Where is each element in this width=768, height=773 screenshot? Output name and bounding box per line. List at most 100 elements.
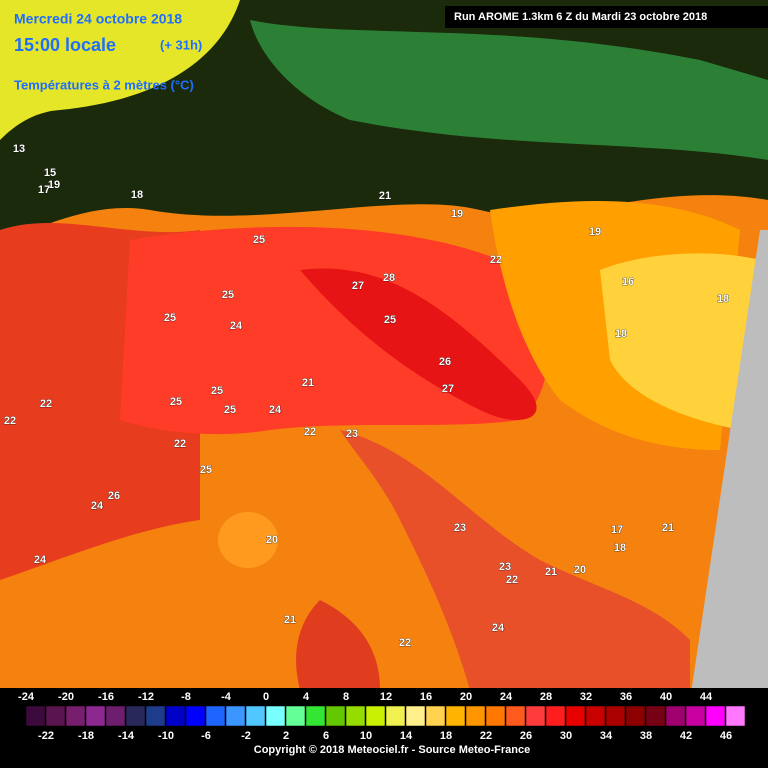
temperature-label: 22 [174,438,186,450]
warm-patch [218,512,278,568]
north-west-yellow [0,0,240,140]
temperature-label: 22 [490,254,502,266]
temperature-label: 23 [499,561,511,573]
temperature-label: 25 [211,385,223,397]
legend-swatch [445,705,466,727]
temperature-label: 24 [34,554,47,566]
legend-bottom-label: 46 [720,730,732,742]
legend-swatch [505,705,526,727]
legend-swatch [565,705,586,727]
legend-bottom-label: 18 [440,730,452,742]
legend-swatch [265,705,286,727]
legend-bottom-label: 14 [400,730,413,742]
legend-swatch [345,705,366,727]
legend-swatch [425,705,446,727]
corsica [296,600,380,690]
legend-bottom-label: 2 [283,730,289,742]
legend-swatch [725,705,746,727]
temperature-label: 22 [304,426,316,438]
temperature-label: 19 [451,208,463,220]
temperature-label: 25 [224,404,236,416]
legend-bottom-label: 34 [600,730,613,742]
run-box [445,6,768,28]
alps-green [250,20,768,160]
adriatic-yellow [600,253,760,430]
legend-swatch [365,705,386,727]
temperature-label: 16 [622,276,634,288]
legend-top-label: 32 [580,691,592,703]
legend-swatch [165,705,186,727]
temperature-label: 24 [230,320,243,332]
legend-bottom-label: -2 [241,730,251,742]
legend-top-label: -4 [221,691,232,703]
temperature-label: 25 [253,234,265,246]
legend-bottom-label: 42 [680,730,692,742]
field: Températures à 2 mètres (°C) [14,77,194,92]
legend-swatch [465,705,486,727]
run-info: Run AROME 1.3km 6 Z du Mardi 23 octobre … [454,11,707,23]
temperature-label: 15 [44,167,56,179]
legend-swatch [685,705,706,727]
legend-top-label: -12 [138,691,154,703]
temperature-label: 28 [383,272,395,284]
temperature-label: 21 [302,377,314,389]
temperature-label: 21 [662,522,674,534]
legend-bottom-label: -6 [201,730,211,742]
legend-swatch [85,705,106,727]
temperature-label: 21 [379,190,391,202]
date: Mercredi 24 octobre 2018 [14,11,182,27]
legend-swatch [545,705,566,727]
temperature-label: 20 [574,564,586,576]
legend-swatch [65,705,86,727]
legend-top-label: -20 [58,691,74,703]
legend-top-label: 16 [420,691,432,703]
legend-top-label: 0 [263,691,269,703]
legend-swatch [625,705,646,727]
legend-bottom-label: -22 [38,730,54,742]
legend-top-label: 36 [620,691,632,703]
legend-swatch [245,705,266,727]
legend-bottom-label: -18 [78,730,94,742]
legend-bottom-label: 22 [480,730,492,742]
temperature-label: 17 [38,184,50,196]
temperature-label: 22 [399,637,411,649]
temperature-label: 25 [200,464,212,476]
legend-top-label: 20 [460,691,472,703]
copyright: Copyright © 2018 Meteociel.fr - Source M… [254,744,530,756]
temperature-label: 17 [611,524,623,536]
legend-swatch [25,705,46,727]
temperature-label: 18 [614,542,626,554]
temperature-label: 26 [108,490,120,502]
land-mask [690,230,768,700]
legend-bottom-label: 10 [360,730,372,742]
legend-swatch [645,705,666,727]
legend-top-label: 44 [700,691,713,703]
temperature-label: 19 [48,179,60,191]
offset: (+ 31h) [160,37,202,52]
legend-bottom-label: 38 [640,730,652,742]
temperature-label: 25 [384,314,396,326]
temperature-label: 22 [4,415,16,427]
temperature-label: 19 [589,226,601,238]
legend-top-label: -24 [18,691,35,703]
legend-top-label: 12 [380,691,392,703]
legend-top-label: 8 [343,691,349,703]
temperature-label: 21 [284,614,296,626]
temperature-label: 21 [545,566,557,578]
legend-top-label: 4 [303,691,310,703]
temperature-label: 13 [13,143,25,155]
temperature-label: 27 [352,280,364,292]
legend-bottom-label: -10 [158,730,174,742]
legend-swatch [205,705,226,727]
legend-background [0,688,768,768]
legend-swatch [485,705,506,727]
temperature-label: 27 [442,383,454,395]
temperature-label: 23 [454,522,466,534]
temperature-label: 24 [492,622,505,634]
temperature-label: 25 [170,396,182,408]
legend-bottom-label: 30 [560,730,572,742]
temperature-label: 20 [266,534,278,546]
temperature-label: 18 [717,293,729,305]
legend-swatch [185,705,206,727]
temperature-label: 26 [439,356,451,368]
